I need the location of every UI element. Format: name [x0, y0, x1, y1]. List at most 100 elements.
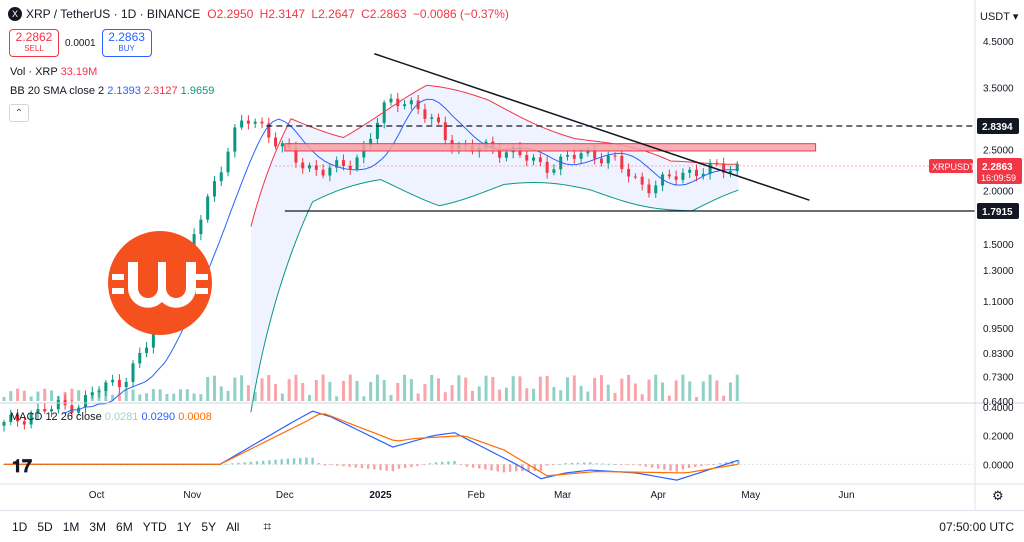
candle[interactable]	[674, 176, 678, 180]
candle[interactable]	[389, 98, 393, 103]
descending-trendline[interactable]	[374, 53, 810, 201]
candle[interactable]	[681, 172, 685, 180]
candle[interactable]	[728, 171, 732, 173]
candle[interactable]	[613, 155, 617, 157]
candle[interactable]	[559, 156, 563, 170]
tradingview-logo-icon[interactable]: 𝟏𝟕	[12, 456, 33, 476]
candle[interactable]	[437, 117, 441, 123]
candle[interactable]	[192, 234, 196, 246]
bollinger-basis-line[interactable]	[62, 98, 739, 414]
candle[interactable]	[233, 127, 237, 152]
candle[interactable]	[620, 155, 624, 169]
date-range-calendar-icon[interactable]: ⌗	[263, 518, 272, 534]
candle[interactable]	[70, 405, 74, 413]
settings-gear-icon[interactable]: ⚙	[992, 488, 1004, 503]
candle[interactable]	[9, 414, 13, 422]
candle[interactable]	[572, 154, 576, 159]
macd-signal-line[interactable]	[4, 413, 739, 477]
candle[interactable]	[104, 382, 108, 391]
candle[interactable]	[199, 219, 203, 235]
macd-legend[interactable]: MACD 12 26 close 0.0281 0.0290 0.0008	[10, 411, 212, 423]
candle[interactable]	[341, 160, 345, 166]
timeframe-1d[interactable]: 1D	[12, 519, 28, 534]
bollinger-lower-line[interactable]	[250, 179, 739, 413]
candle[interactable]	[382, 102, 386, 123]
candle[interactable]	[708, 162, 712, 174]
candle[interactable]	[253, 121, 257, 124]
candle[interactable]	[90, 392, 94, 396]
currency-button[interactable]: USDT ▾	[980, 11, 1019, 23]
utc-clock[interactable]: 07:50:00 UTC	[939, 520, 1014, 534]
chart-canvas[interactable]: 4.5000 3.5000 2.5000 2.0000 1.5000 1.3000 1.10…	[0, 0, 1024, 510]
candle[interactable]	[56, 399, 60, 410]
candle[interactable]	[525, 155, 529, 161]
candle[interactable]	[423, 109, 427, 119]
bb-legend[interactable]: BB 20 SMA close 2 2.1393 2.3127 1.9659	[10, 85, 214, 97]
candle[interactable]	[16, 414, 20, 422]
candle[interactable]	[633, 176, 637, 178]
candle[interactable]	[667, 174, 671, 177]
buy-button[interactable]: 2.2863 BUY	[101, 29, 152, 57]
candle[interactable]	[375, 122, 379, 139]
candle[interactable]	[661, 174, 665, 186]
candle[interactable]	[443, 122, 447, 141]
candle[interactable]	[301, 162, 305, 169]
candle[interactable]	[131, 363, 135, 382]
candle[interactable]	[124, 381, 128, 388]
timeframe-ytd[interactable]: YTD	[142, 519, 167, 534]
candle[interactable]	[552, 169, 556, 173]
candle[interactable]	[29, 413, 33, 425]
sell-button[interactable]: 2.2862 SELL	[9, 29, 59, 57]
candle[interactable]	[348, 165, 352, 170]
candle[interactable]	[722, 163, 726, 173]
candle[interactable]	[50, 409, 54, 412]
candle[interactable]	[117, 379, 121, 388]
timeframe-5y[interactable]: 5Y	[201, 519, 217, 534]
symbol-title[interactable]: XRP / TetherUS · 1D · BINANCE	[26, 7, 201, 21]
candle[interactable]	[260, 121, 264, 124]
candle[interactable]	[532, 157, 536, 161]
candle[interactable]	[212, 181, 216, 197]
candle[interactable]	[688, 169, 692, 173]
candle[interactable]	[308, 165, 312, 169]
candle[interactable]	[403, 104, 407, 107]
candle[interactable]	[294, 147, 298, 163]
candle[interactable]	[545, 161, 549, 173]
candle[interactable]	[138, 352, 142, 364]
candle[interactable]	[267, 123, 271, 138]
candle[interactable]	[430, 117, 434, 119]
candle[interactable]	[240, 120, 244, 128]
candle[interactable]	[97, 390, 101, 393]
candle[interactable]	[274, 137, 278, 147]
candle[interactable]	[416, 100, 420, 110]
candle[interactable]	[586, 149, 590, 154]
candle[interactable]	[77, 407, 81, 413]
symbol-header[interactable]: X XRP / TetherUS · 1D · BINANCE O2.2950 …	[8, 7, 509, 21]
candle[interactable]	[206, 196, 210, 220]
candle[interactable]	[654, 185, 658, 194]
candle[interactable]	[145, 347, 149, 353]
candle[interactable]	[735, 164, 739, 172]
timeframe-1m[interactable]: 1M	[62, 519, 80, 534]
candle[interactable]	[498, 148, 502, 158]
candle[interactable]	[566, 154, 570, 157]
candle[interactable]	[321, 169, 325, 176]
volume-legend[interactable]: Vol · XRP 33.19M	[10, 66, 97, 78]
candle[interactable]	[246, 120, 250, 124]
candle[interactable]	[43, 409, 47, 412]
candle[interactable]	[36, 409, 40, 414]
candle[interactable]	[715, 162, 719, 164]
candle[interactable]	[647, 184, 651, 194]
candle[interactable]	[606, 155, 610, 164]
timeframe-all[interactable]: All	[226, 519, 240, 534]
candle[interactable]	[219, 172, 223, 182]
candle[interactable]	[701, 173, 705, 177]
timeframe-3m[interactable]: 3M	[89, 519, 107, 534]
candle[interactable]	[314, 165, 318, 170]
timeframe-6m[interactable]: 6M	[116, 519, 133, 534]
candle[interactable]	[280, 143, 284, 147]
candle[interactable]	[111, 379, 115, 383]
candle[interactable]	[538, 157, 542, 162]
candle[interactable]	[369, 138, 373, 146]
candle[interactable]	[355, 157, 359, 170]
